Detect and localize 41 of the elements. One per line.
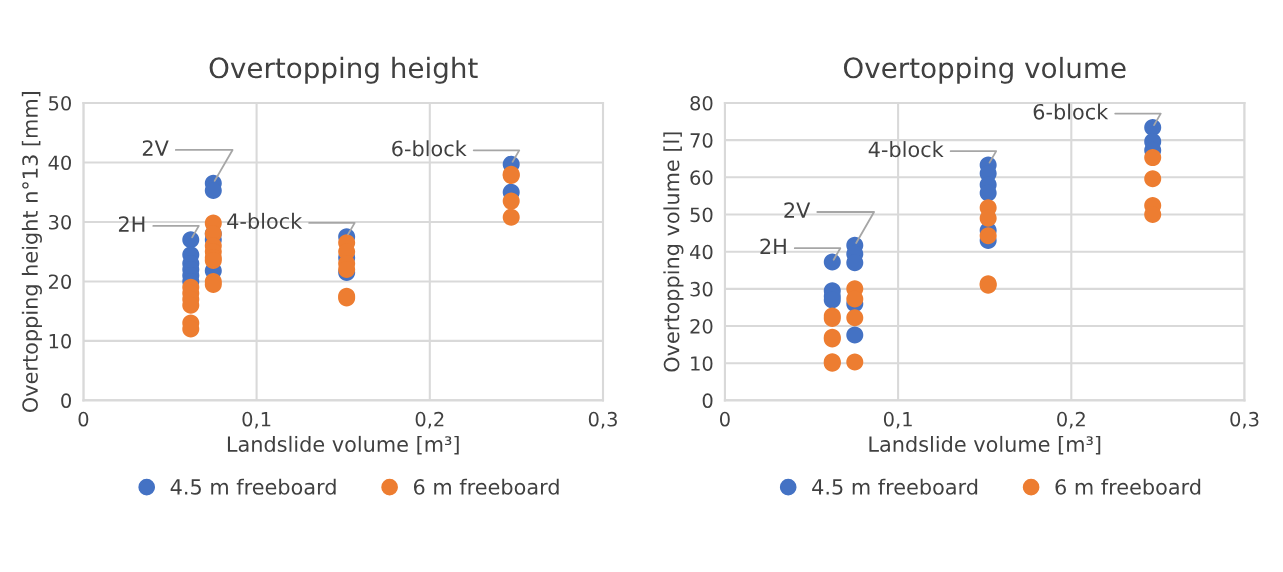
y-tick-label: 60 — [690, 170, 713, 185]
x-tick-label: 0,3 — [1230, 411, 1259, 429]
annotation: 2H — [118, 216, 145, 232]
x-tick-label: 0,3 — [588, 411, 617, 429]
annotation: 4-block — [227, 212, 303, 229]
y-tick-label: 80 — [690, 95, 713, 111]
annotation: 2H — [760, 238, 786, 254]
y-tick-label: 20 — [690, 319, 713, 334]
y-tick-label: 50 — [690, 207, 713, 223]
y-tick-label: 40 — [48, 155, 71, 171]
annotation: 2V — [142, 140, 169, 156]
annotation: 2V — [784, 202, 811, 218]
annotation: 6-block — [392, 140, 467, 157]
x-tick-label: 0 — [719, 411, 730, 427]
y-tick-label: 30 — [690, 281, 713, 297]
x-tick-label: 0 — [78, 411, 89, 427]
y-tick-label: 20 — [48, 274, 71, 290]
y-tick-label: 30 — [49, 214, 71, 230]
x-tick-label: 0,1 — [883, 411, 912, 429]
legend-label: 6 m freeboard — [1055, 478, 1201, 495]
y-tick-label: 10 — [691, 356, 713, 371]
y-tick-label: 40 — [689, 244, 713, 260]
annotation: 4-block — [868, 141, 944, 158]
chart-title: Overtopping volume — [843, 56, 1126, 84]
y-tick-label: 70 — [690, 133, 713, 148]
legend-label: 4.5 m freeboard — [170, 478, 336, 495]
y-tick-label: 50 — [49, 95, 71, 111]
annotation: 6-block — [1033, 103, 1109, 120]
x-tick-label: 0,2 — [1057, 411, 1085, 429]
x-axis-title: Landslide volume [m³] — [869, 435, 1101, 455]
x-tick-label: 0,2 — [415, 411, 444, 429]
y-tick-label: 0 — [702, 393, 713, 409]
x-tick-label: 0,1 — [242, 411, 271, 429]
y-tick-label: 0 — [61, 393, 71, 409]
legend-label: 6 m freeboard — [413, 478, 559, 495]
y-axis-title: Overtopping volume [l] — [663, 132, 684, 372]
legend-label: 4.5 m freeboard — [812, 478, 978, 495]
y-tick-label: 10 — [49, 333, 71, 349]
y-axis-title: Overtopping height n°13 [mm] — [21, 92, 42, 412]
x-axis-title: Landslide volume [m³] — [227, 435, 459, 455]
chart-title: Overtopping height — [209, 56, 478, 84]
